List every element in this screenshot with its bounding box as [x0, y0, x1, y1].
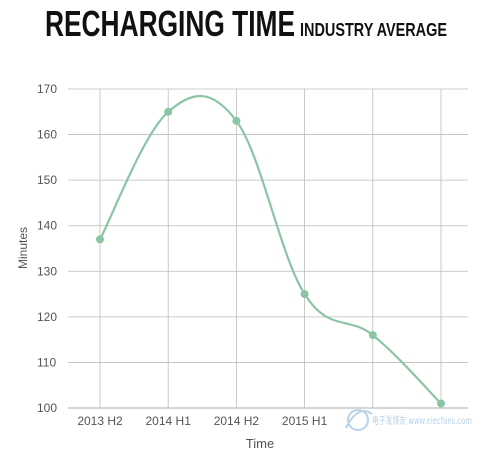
x-tick-label: 2015 H1 — [282, 414, 328, 428]
y-tick-label: 140 — [37, 219, 57, 233]
watermark-text: 电子发烧友 www.elecfans.com — [372, 414, 472, 427]
y-tick-label: 130 — [37, 264, 57, 278]
x-tick-label: 2013 H2 — [77, 414, 123, 428]
y-axis-label: Minutes — [16, 227, 30, 269]
y-tick-label: 150 — [37, 173, 57, 187]
data-point-2016-h1[interactable] — [437, 399, 445, 408]
y-tick-label: 100 — [37, 401, 57, 415]
data-point-2013-h2[interactable] — [96, 235, 104, 244]
data-point-2015-h2[interactable] — [368, 331, 377, 340]
x-axis-label: Time — [246, 436, 274, 451]
data-point-2015-h1[interactable] — [300, 290, 309, 299]
x-tick-label: 2014 H1 — [146, 414, 192, 428]
series-group — [96, 94, 445, 408]
chart-title: RECHARGING TIME INDUSTRY AVERAGE — [45, 3, 447, 44]
watermark-logo-icon — [347, 409, 369, 431]
y-tick-label: 110 — [37, 355, 56, 369]
watermark: 电子发烧友 www.elecfans.com — [345, 409, 472, 431]
y-axis-tick-labels: 100 110 120 130 140 150 160 170 — [37, 82, 57, 415]
series-line — [99, 94, 442, 405]
data-point-2014-h1[interactable] — [164, 107, 173, 116]
chart-grid — [68, 88, 468, 409]
x-axis-tick-labels: 2013 H2 2014 H1 2014 H2 2015 H1 — [77, 414, 327, 428]
data-point-2014-h2[interactable] — [232, 116, 241, 125]
y-tick-label: 160 — [37, 128, 57, 142]
x-tick-label: 2014 H2 — [214, 414, 260, 428]
chart-title-sub: INDUSTRY AVERAGE — [300, 20, 447, 40]
y-tick-label: 170 — [37, 82, 57, 96]
y-tick-label: 120 — [37, 310, 57, 324]
watermark-logo-swoosh — [345, 410, 373, 429]
chart-title-main: RECHARGING TIME — [45, 3, 295, 44]
